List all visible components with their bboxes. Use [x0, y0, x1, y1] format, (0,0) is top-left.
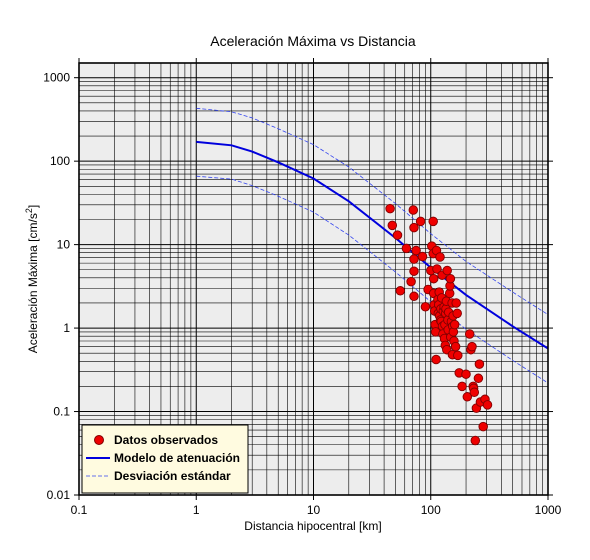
legend-label-deviation: Desviación estándar	[114, 469, 231, 483]
data-point	[462, 392, 473, 402]
y-axis-label-close: ]	[26, 205, 40, 208]
x-tick-label: 1	[193, 503, 200, 517]
attenuation-model	[196, 140, 549, 350]
data-point	[451, 298, 461, 308]
data-point	[461, 369, 471, 379]
data-point	[401, 243, 412, 254]
data-point	[409, 266, 419, 276]
legend-label-observed: Datos observados	[114, 433, 218, 447]
data-point	[450, 341, 461, 352]
attenuation-model-line	[196, 140, 549, 350]
data-point	[431, 354, 441, 365]
legend-marker-observed	[94, 435, 104, 445]
data-point	[482, 400, 493, 410]
data-point	[435, 252, 445, 262]
data-point	[409, 222, 419, 233]
y-axis-label-sup: 2	[24, 208, 34, 213]
std-deviation-lines	[196, 107, 549, 384]
x-tick-label: 0.1	[71, 503, 88, 517]
grid	[79, 63, 548, 495]
data-point	[392, 230, 403, 240]
std-deviation-upper	[196, 107, 549, 315]
y-tick-label: 10	[57, 238, 71, 252]
data-point	[385, 203, 395, 214]
data-point	[457, 381, 467, 392]
data-point	[474, 359, 485, 369]
y-tick-label: 0.01	[47, 488, 71, 502]
x-tick-label: 1000	[535, 503, 562, 517]
data-point	[467, 341, 477, 352]
data-point	[432, 264, 442, 274]
chart-title: Aceleración Máxima vs Distancia	[210, 33, 416, 49]
data-point	[387, 220, 398, 231]
y-tick-label: 0.1	[53, 405, 70, 419]
data-point	[415, 216, 426, 227]
x-tick-label: 10	[307, 503, 321, 517]
x-tick-labels: 0.1 1 10 100 1000	[71, 503, 562, 517]
data-point	[470, 435, 481, 446]
data-point	[449, 319, 460, 330]
data-point	[442, 265, 452, 276]
legend: Datos observados Modelo de atenuación De…	[81, 424, 249, 494]
data-point	[473, 373, 484, 384]
y-tick-label: 1	[63, 321, 70, 335]
data-point	[420, 302, 431, 312]
data-point	[464, 329, 475, 339]
data-point	[453, 350, 463, 361]
data-point	[409, 254, 419, 264]
observed-points	[385, 203, 493, 446]
y-tick-labels: 0.01 0.1 1 10 100 1000	[43, 71, 70, 502]
std-deviation-lower	[196, 175, 549, 384]
y-tick-label: 1000	[43, 71, 70, 85]
data-point	[417, 251, 428, 262]
data-point	[452, 308, 462, 319]
data-point	[409, 291, 419, 302]
data-point	[406, 276, 416, 287]
data-point	[478, 421, 488, 432]
axis-ticks	[74, 58, 553, 500]
data-point	[408, 205, 419, 215]
legend-label-model: Modelo de atenuación	[114, 451, 240, 465]
data-point	[445, 273, 456, 284]
data-point	[411, 245, 421, 256]
data-point	[428, 216, 438, 227]
x-axis-label: Distancia hipocentral [km]	[244, 519, 381, 533]
y-axis-label: Aceleración Máxima [cm/s2]	[24, 205, 40, 353]
y-axis-label-main: Aceleración Máxima [cm/s	[26, 213, 40, 353]
data-point	[395, 286, 406, 296]
x-tick-label: 100	[421, 503, 441, 517]
y-tick-label: 100	[50, 154, 70, 168]
data-point	[428, 273, 439, 284]
data-point	[469, 387, 480, 398]
